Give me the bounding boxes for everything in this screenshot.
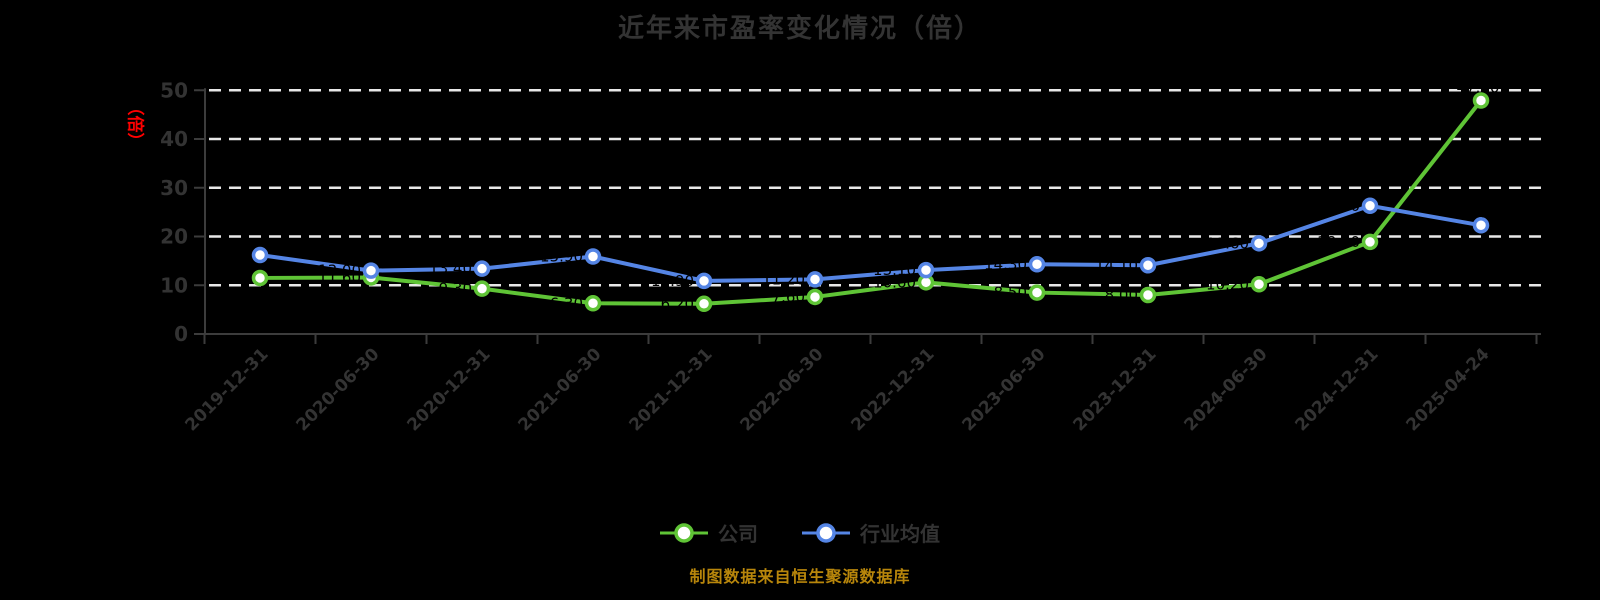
data-point-0-11[interactable] — [1472, 92, 1490, 109]
data-point-1-3[interactable] — [584, 248, 602, 265]
data-point-1-4[interactable] — [695, 272, 713, 290]
y-axis-tick-label: 10 — [160, 273, 188, 297]
x-axis-label: 2024-06-30 — [1180, 344, 1271, 435]
legend-item-0[interactable]: 公司 — [660, 518, 758, 547]
data-label-1-8: 14.10 — [1095, 256, 1138, 274]
data-point-0-4[interactable] — [695, 295, 713, 313]
x-axis-label: 2020-12-31 — [403, 344, 494, 435]
data-point-1-7[interactable] — [1028, 256, 1046, 273]
x-axis-label: 2023-12-31 — [1069, 344, 1160, 435]
data-label-1-2: 13.40 — [429, 260, 472, 278]
x-axis-label: 2022-12-31 — [847, 344, 938, 435]
legend-marker-icon — [802, 522, 850, 543]
data-point-0-5[interactable] — [806, 288, 824, 306]
data-label-0-7: 8.50 — [994, 284, 1027, 302]
data-point-1-1[interactable] — [362, 262, 380, 279]
data-point-0-3[interactable] — [584, 295, 602, 312]
data-label-1-5: 11.20 — [762, 270, 805, 288]
data-label-0-3: 6.30 — [550, 294, 583, 312]
legend-label: 公司 — [718, 522, 758, 546]
y-axis-tick-label: 50 — [160, 78, 188, 102]
chart-legend: 公司 行业均值 — [0, 518, 1600, 547]
data-label-0-1: 11.60 — [318, 268, 361, 286]
y-axis-tick-label: 0 — [174, 322, 188, 346]
data-label-1-1: 13.00 — [318, 262, 361, 280]
data-point-1-10[interactable] — [1361, 197, 1379, 215]
data-point-0-8[interactable] — [1139, 286, 1157, 304]
y-axis-tick-label: 30 — [160, 176, 188, 200]
x-axis-label: 2021-12-31 — [625, 344, 716, 435]
data-point-1-6[interactable] — [917, 261, 935, 279]
data-point-0-0[interactable] — [251, 269, 269, 287]
legend-item-1[interactable]: 行业均值 — [802, 518, 940, 547]
data-point-1-5[interactable] — [806, 271, 824, 288]
data-point-0-10[interactable] — [1361, 233, 1379, 251]
chart-title: 近年来市盈率变化情况（倍） — [617, 14, 982, 44]
x-axis-label: 2021-06-30 — [514, 344, 605, 435]
x-axis-label: 2020-06-30 — [292, 344, 383, 435]
data-label-1-4: 10.90 — [651, 272, 694, 290]
y-axis-tick-label: 20 — [160, 225, 188, 249]
data-label-1-7: 14.30 — [984, 255, 1027, 273]
data-point-1-2[interactable] — [473, 260, 491, 277]
data-point-1-11[interactable] — [1472, 217, 1490, 234]
data-label-0-4: 6.20 — [661, 295, 694, 313]
data-point-0-7[interactable] — [1028, 284, 1046, 301]
data-point-1-9[interactable] — [1250, 235, 1268, 252]
legend-marker-icon — [660, 522, 708, 543]
data-point-1-8[interactable] — [1139, 257, 1157, 274]
data-label-0-0: 11.50 — [207, 269, 250, 287]
legend-label: 行业均值 — [860, 522, 940, 546]
data-label-1-10: 26.30 — [1317, 197, 1360, 215]
series-line-1 — [258, 203, 1483, 283]
data-point-1-0[interactable] — [251, 246, 269, 264]
x-axis-label: 2019-12-31 — [181, 344, 272, 435]
y-axis-tick-label: 40 — [160, 127, 188, 151]
data-label-0-6: 10.60 — [873, 273, 916, 291]
data-point-0-9[interactable] — [1250, 276, 1268, 293]
data-label-0-11: 47.90 — [1457, 78, 1500, 96]
data-label-1-11: 22.30 — [1457, 203, 1500, 221]
x-axis-label: 2025-04-24 — [1402, 344, 1493, 435]
data-point-0-2[interactable] — [473, 280, 491, 297]
source-note: 制图数据来自恒生聚源数据库 — [689, 567, 911, 586]
data-label-0-10: 18.90 — [1317, 233, 1360, 251]
x-axis-label: 2023-06-30 — [958, 344, 1049, 435]
data-label-0-2: 9.30 — [439, 280, 472, 298]
data-label-1-6: 13.10 — [873, 261, 916, 279]
x-axis-label: 2024-12-31 — [1291, 344, 1382, 435]
data-label-0-8: 8.00 — [1105, 286, 1138, 304]
data-label-0-5: 7.60 — [772, 288, 805, 306]
data-label-0-9: 10.20 — [1206, 275, 1249, 293]
data-label-1-0: 16.20 — [207, 246, 250, 264]
series-line-0 — [258, 98, 1483, 306]
x-axis-label: 2022-06-30 — [736, 344, 827, 435]
data-label-1-9: 18.60 — [1206, 234, 1249, 252]
data-label-1-3: 15.90 — [540, 247, 583, 265]
